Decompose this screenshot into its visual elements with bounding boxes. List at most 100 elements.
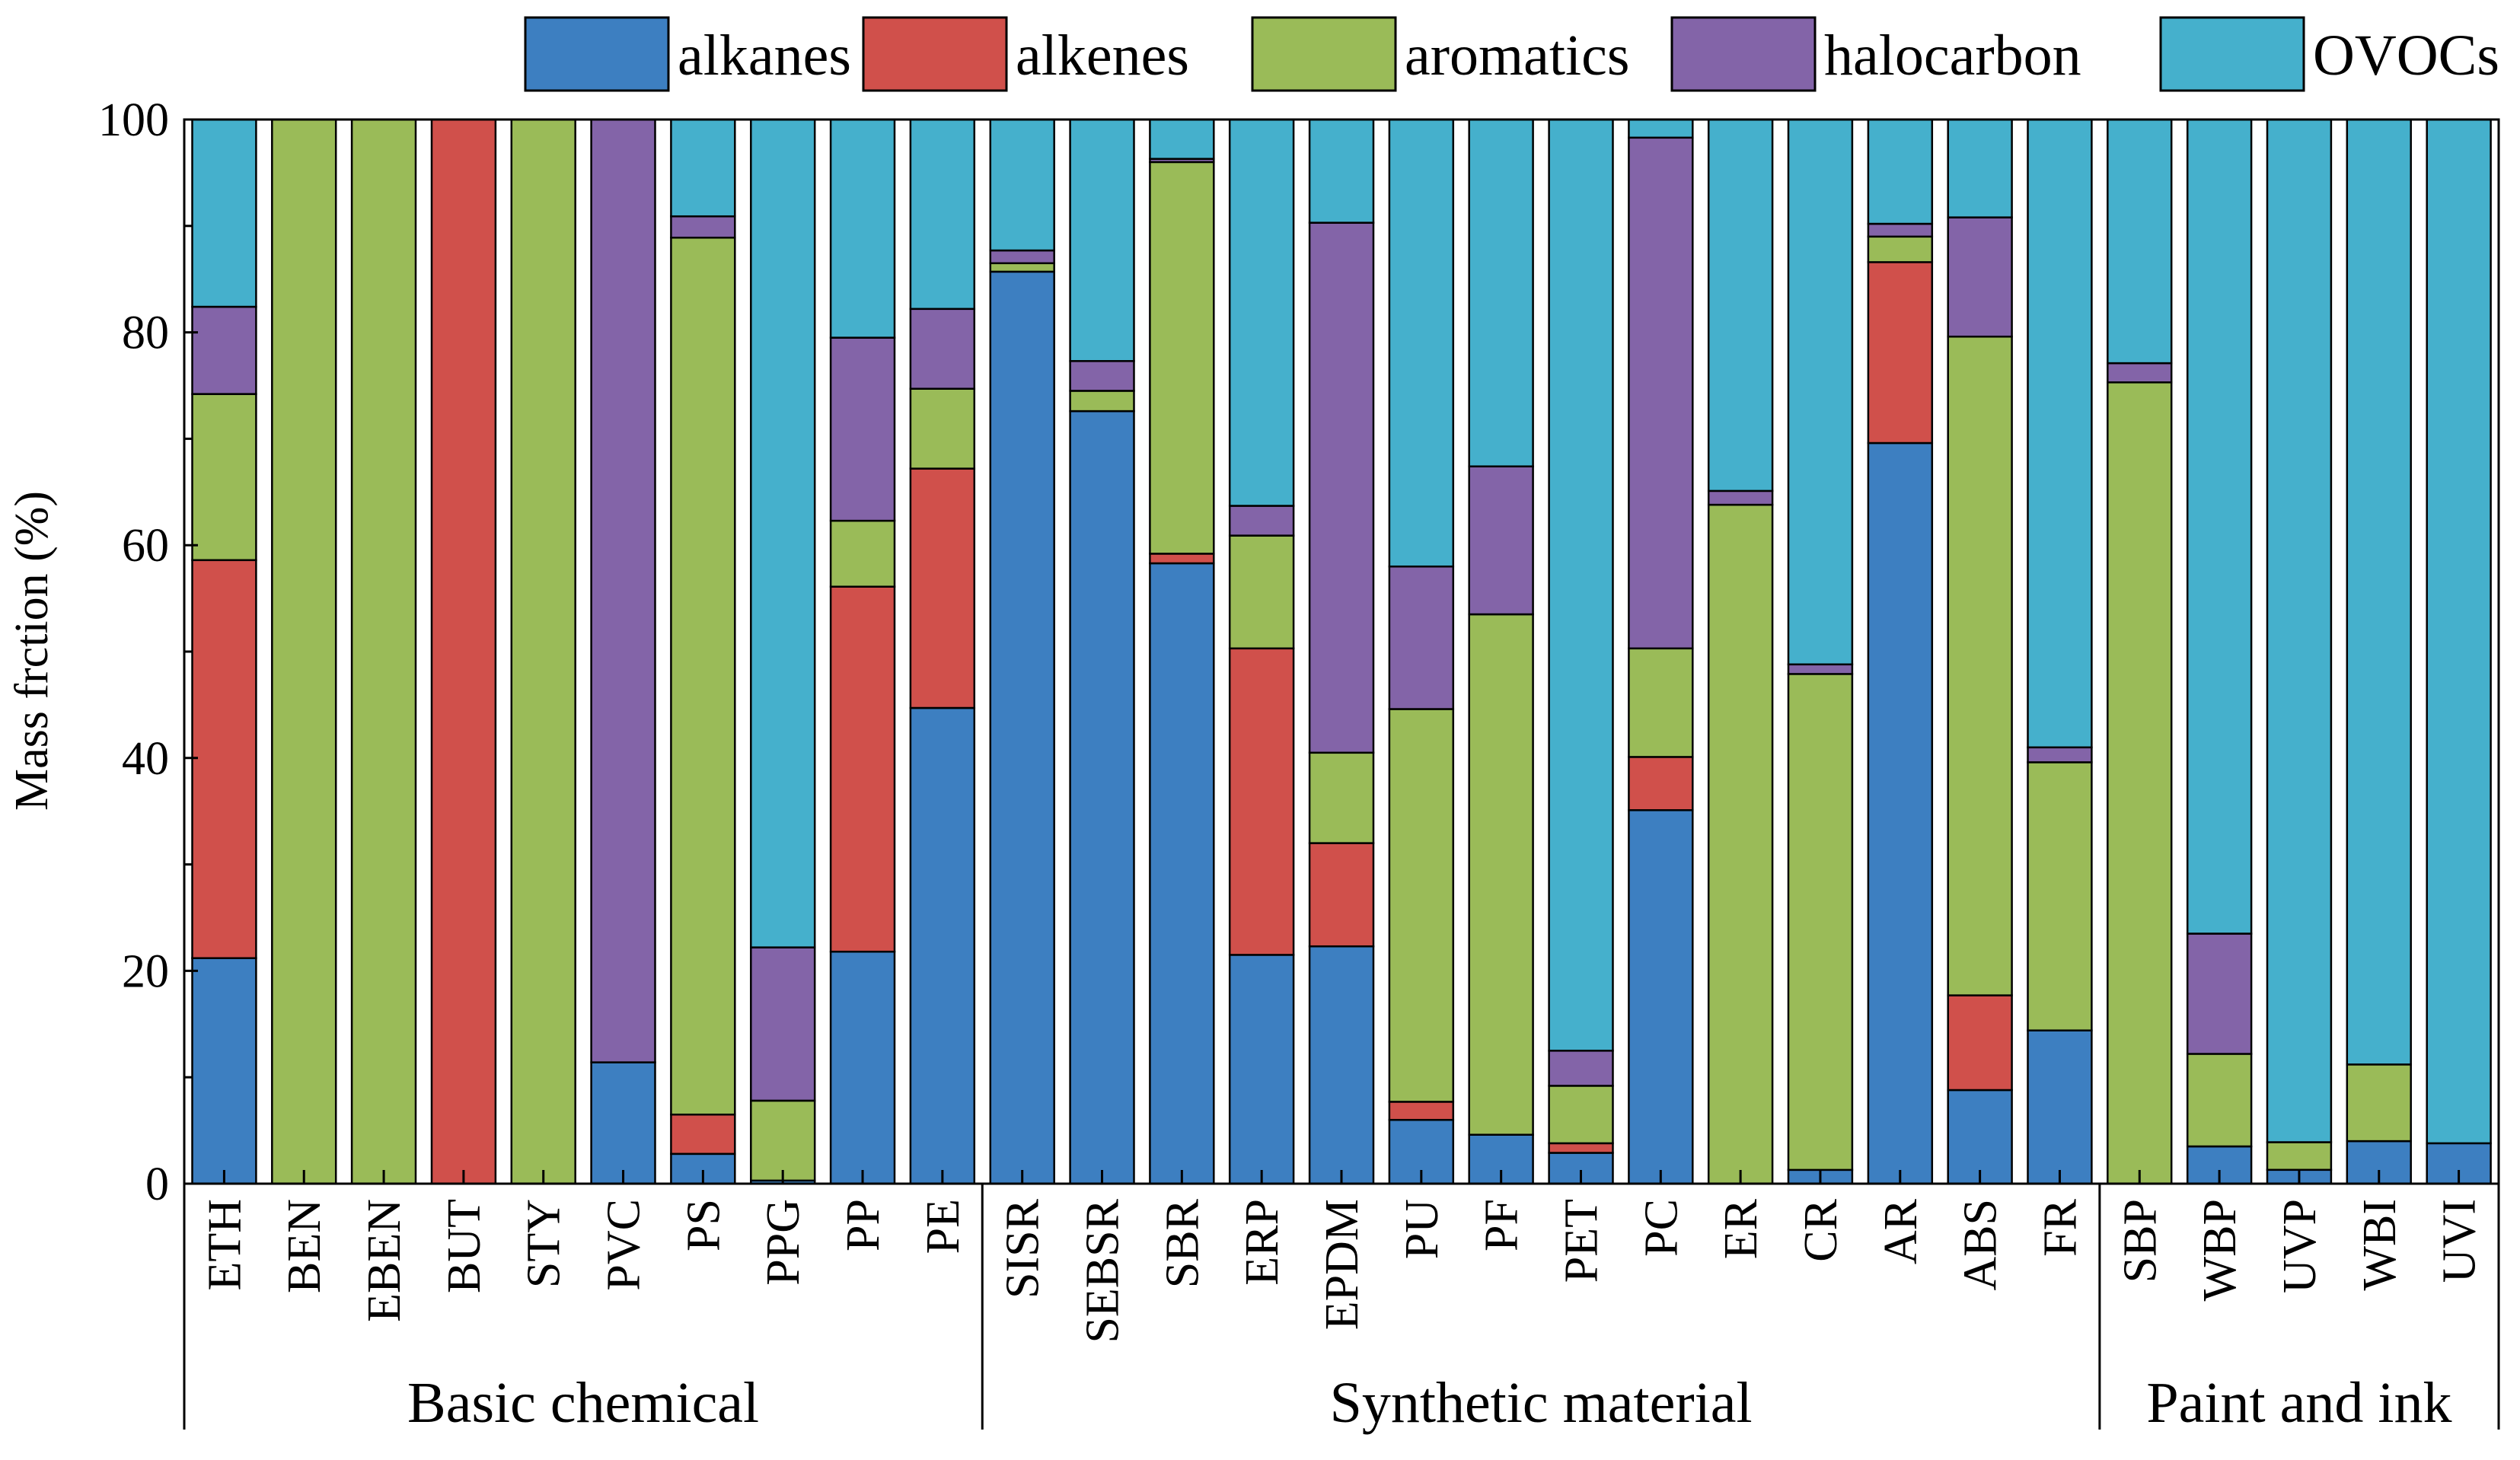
bar-abs-aromatics [1947,335,2013,996]
bar-abs-ovocs [1947,118,2013,218]
legend-swatch-aromatics [1251,16,1397,92]
bar-pp-ovocs [829,118,896,339]
x-axis: ETH BEN EBEN BUT STY PVC PS PPG PP PE SISR SEBSR SBR… [183,1170,2500,1435]
bar-ppg-ovocs [750,118,816,948]
x-tick-label-uvi: UVI [2434,1199,2486,1283]
bar-pe-ovocs [909,118,976,311]
bar-sebsr-alkanes [1069,410,1135,1185]
bar-erp-alkanes [1228,954,1295,1185]
bar-pf-halocarbon [1468,465,1534,616]
bar-sty-aromatics [510,118,576,1185]
bar-ps-halocarbon [670,215,736,239]
x-tick-label-pvc: PVC [598,1199,650,1291]
x-tick-label-er: ER [1715,1198,1767,1259]
bar-pe-halocarbon [909,308,976,390]
x-tick-label-eth: ETH [199,1199,250,1291]
bar-pe-aromatics [909,387,976,470]
bar-uvi-ovocs [2426,118,2492,1145]
bar-pc-alkanes [1628,809,1694,1185]
bar-erp-ovocs [1228,118,1295,507]
bar-er-ovocs [1707,118,1774,493]
bar-pu-halocarbon [1388,565,1455,710]
bar-epdm-aromatics [1308,751,1375,844]
legend-swatch-halocarbon [1670,16,1817,92]
bar-ar-alkanes [1867,442,1934,1185]
bar-ar-alkenes [1867,261,1934,445]
bar-sbp-ovocs [2107,118,2173,365]
bar-cr-ovocs [1787,118,1854,666]
bar-cr-aromatics [1787,673,1854,1172]
bar-pp-alkanes [829,950,896,1185]
bar-sbr-aromatics [1149,161,1215,555]
bar-er-aromatics [1707,503,1774,1185]
bar-pet-alkenes [1548,1142,1614,1154]
bar-abs-halocarbon [1947,216,2013,338]
bar-pu-ovocs [1388,118,1455,568]
legend-swatch-alkanes [524,16,670,92]
x-tick-label-wbi: WBI [2354,1199,2406,1291]
legend-label-alkanes: alkanes [678,24,851,88]
bar-eth-alkanes [191,957,257,1185]
bar-pf-aromatics [1468,613,1534,1136]
x-tick-label-ps: PS [678,1199,729,1251]
bar-but-alkenes [430,118,497,1185]
y-tick-label-0: 0 [145,1159,169,1210]
bar-pet-aromatics [1548,1085,1614,1145]
bar-erp-aromatics [1228,534,1295,650]
x-tick-label-cr: CR [1795,1198,1847,1261]
x-tick-label-pet: PET [1556,1199,1608,1283]
bar-fr-alkanes [2027,1029,2093,1185]
bar-pet-ovocs [1548,118,1614,1052]
bar-eth-halocarbon [191,305,257,395]
bar-sbr-alkanes [1149,562,1215,1185]
bar-ps-alkenes [670,1113,736,1156]
legend-swatch-ovocs [2159,16,2305,92]
bar-pp-aromatics [829,519,896,588]
bar-eth-aromatics [191,393,257,562]
bar-pc-halocarbon [1628,136,1694,650]
bars [191,118,2492,1185]
bar-sisr-ovocs [989,118,1055,252]
x-tick-label-uvp: UVP [2274,1199,2326,1293]
bar-sbr-ovocs [1149,118,1215,160]
y-axis-label: Mass frction (%) [6,491,58,811]
y-tick-label-40: 40 [122,733,169,785]
bar-pp-halocarbon [829,336,896,522]
bar-pu-alkenes [1388,1101,1455,1121]
legend-swatch-alkenes [862,16,1008,92]
bar-abs-alkenes [1947,994,2013,1092]
legend-label-aromatics: aromatics [1405,24,1629,88]
bar-pe-alkenes [909,467,976,709]
y-tick-label-100: 100 [98,94,169,146]
y-tick-label-20: 20 [122,945,169,997]
legend-label-ovocs: OVOCs [2313,24,2499,88]
group-label-basic-chemical: Basic chemical [407,1371,759,1435]
x-tick-label-sebsr: SEBSR [1077,1198,1129,1343]
x-tick-label-sbp: SBP [2114,1199,2166,1283]
bar-pc-aromatics [1628,647,1694,758]
x-tick-label-sbr: SBR [1156,1198,1208,1288]
bar-fr-aromatics [2027,761,2093,1031]
bar-pc-ovocs [1628,118,1694,139]
bar-fr-halocarbon [2027,746,2093,763]
x-tick-label-ar: AR [1875,1198,1927,1264]
bar-sebsr-halocarbon [1069,360,1135,392]
legend-label-halocarbon: halocarbon [1824,24,2081,88]
x-tick-label-pc: PC [1635,1199,1687,1257]
bar-fr-ovocs [2027,118,2093,749]
bar-epdm-alkenes [1308,842,1375,948]
bar-uvp-aromatics [2266,1141,2333,1172]
x-tick-label-but: BUT [439,1199,490,1293]
x-tick-label-fr: FR [2034,1198,2086,1256]
bar-ar-aromatics [1867,235,1934,263]
bar-sisr-alkanes [989,270,1055,1185]
bar-sbr-alkenes [1149,553,1215,565]
bar-pu-aromatics [1388,708,1455,1103]
y-tick-label-80: 80 [122,308,169,359]
bar-eben-aromatics [350,118,417,1185]
bar-sbp-aromatics [2107,381,2173,1185]
x-tick-label-sisr: SISR [997,1198,1049,1299]
x-tick-label-pu: PU [1396,1199,1448,1259]
x-tick-label-ben: BEN [279,1199,330,1293]
